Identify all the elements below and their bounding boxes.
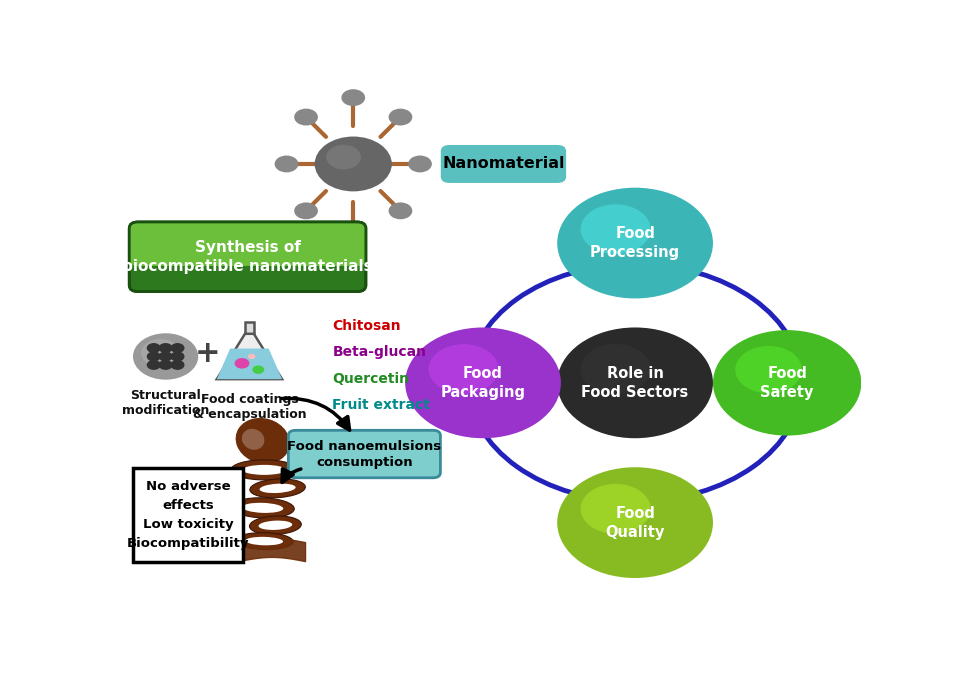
Circle shape [429, 344, 499, 394]
Circle shape [408, 155, 432, 173]
Circle shape [275, 155, 299, 173]
FancyBboxPatch shape [133, 469, 243, 562]
FancyBboxPatch shape [129, 222, 366, 292]
Polygon shape [245, 322, 254, 334]
Ellipse shape [242, 429, 264, 450]
Text: Structural
modification: Structural modification [122, 389, 210, 417]
Circle shape [234, 358, 250, 369]
Circle shape [248, 354, 256, 359]
Text: Synthesis of
biocompatible nanomaterials: Synthesis of biocompatible nanomaterials [122, 240, 373, 274]
Ellipse shape [258, 521, 292, 530]
Circle shape [389, 202, 412, 219]
FancyBboxPatch shape [441, 145, 567, 183]
Text: Food
Quality: Food Quality [606, 506, 665, 540]
Circle shape [581, 204, 651, 254]
Circle shape [253, 365, 264, 374]
Ellipse shape [250, 516, 301, 534]
Circle shape [315, 136, 391, 191]
Text: Quercetin: Quercetin [332, 372, 410, 386]
Circle shape [133, 334, 198, 379]
Text: +: + [194, 339, 220, 369]
Text: Nanomaterial: Nanomaterial [442, 156, 565, 171]
Circle shape [405, 327, 561, 438]
Circle shape [557, 327, 713, 438]
Ellipse shape [235, 418, 290, 464]
Text: Food
Processing: Food Processing [590, 226, 680, 260]
FancyBboxPatch shape [129, 222, 366, 266]
Circle shape [159, 343, 172, 353]
Circle shape [326, 145, 361, 169]
Circle shape [581, 484, 651, 534]
Circle shape [557, 188, 713, 299]
Circle shape [146, 360, 161, 370]
Circle shape [159, 360, 172, 370]
Circle shape [389, 109, 412, 125]
Circle shape [735, 346, 802, 393]
Ellipse shape [231, 460, 298, 480]
Ellipse shape [242, 503, 283, 513]
Text: Food coatings
& encapsulation: Food coatings & encapsulation [192, 393, 306, 421]
Ellipse shape [232, 498, 294, 518]
Text: Food nanoemulsions
consumption: Food nanoemulsions consumption [287, 440, 441, 469]
Circle shape [342, 222, 366, 238]
Text: Fruit extract: Fruit extract [332, 398, 431, 412]
FancyBboxPatch shape [288, 430, 440, 478]
Circle shape [581, 344, 651, 394]
Circle shape [342, 89, 366, 106]
Circle shape [170, 360, 185, 370]
Ellipse shape [250, 479, 305, 498]
Text: No adverse
effects
Low toxicity
Biocompatibility: No adverse effects Low toxicity Biocompa… [126, 480, 249, 550]
Text: Chitosan: Chitosan [332, 319, 401, 333]
Circle shape [146, 343, 161, 353]
Circle shape [146, 351, 161, 362]
Ellipse shape [245, 537, 283, 545]
Circle shape [294, 202, 318, 219]
FancyArrowPatch shape [282, 399, 349, 430]
Circle shape [713, 330, 861, 436]
Circle shape [170, 343, 185, 353]
Circle shape [294, 109, 318, 125]
Circle shape [159, 351, 172, 362]
Polygon shape [217, 334, 282, 379]
Ellipse shape [259, 484, 296, 493]
Circle shape [557, 467, 713, 578]
Ellipse shape [242, 465, 286, 475]
Circle shape [141, 339, 180, 367]
Text: Beta-glucan: Beta-glucan [332, 345, 427, 359]
Text: Food
Packaging: Food Packaging [440, 366, 525, 400]
Polygon shape [217, 349, 282, 379]
Text: Food
Safety: Food Safety [761, 366, 813, 400]
Text: Role in
Food Sectors: Role in Food Sectors [582, 366, 689, 400]
Circle shape [170, 351, 185, 362]
Ellipse shape [235, 533, 293, 549]
FancyArrowPatch shape [282, 469, 300, 482]
